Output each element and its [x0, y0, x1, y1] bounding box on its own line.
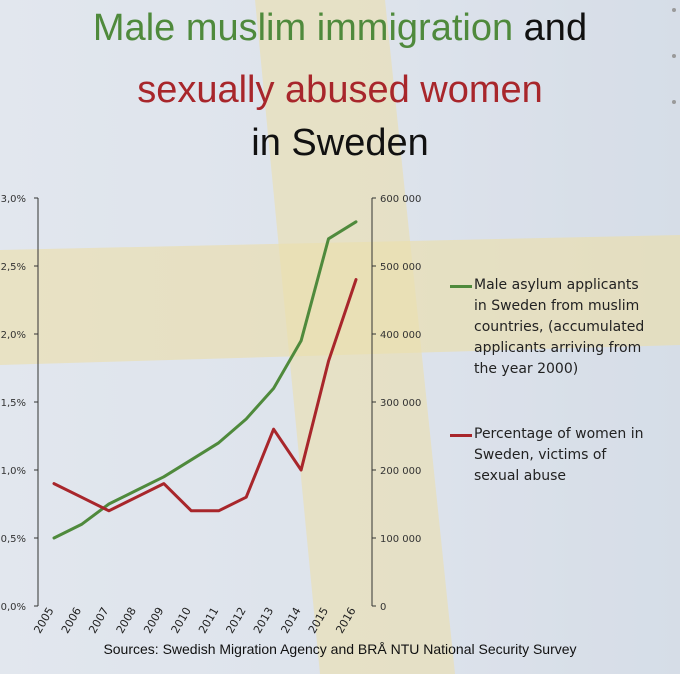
- x-tick-label: 2008: [114, 605, 139, 636]
- right-tick-label: 600 000: [380, 194, 421, 205]
- title-line-2: sexually abused women: [137, 69, 543, 111]
- right-tick-label: 0: [380, 602, 386, 613]
- title-and-text: and: [523, 7, 588, 49]
- legend-swatch-green: [450, 285, 472, 288]
- legend-label-green: Male asylum applicants in Sweden from mu…: [474, 277, 645, 377]
- series-line-red: [52, 278, 358, 513]
- more-options-icon[interactable]: [672, 8, 676, 104]
- legend-item-red: Percentage of women in Sweden, victims o…: [450, 424, 660, 494]
- right-tick-label: 300 000: [380, 398, 421, 409]
- title-line-1: Male muslim immigration and: [0, 6, 680, 50]
- legend-swatch-red: [450, 434, 472, 437]
- legend-item-green: Male asylum applicants in Sweden from mu…: [450, 275, 660, 385]
- source-note: Sources: Swedish Migration Agency and BR…: [103, 641, 577, 657]
- left-tick-label: 3,0%: [1, 194, 26, 205]
- legend-label-red: Percentage of women in Sweden, victims o…: [474, 426, 644, 484]
- x-tick-label: 2007: [86, 605, 111, 636]
- x-tick-label: 2014: [278, 605, 303, 636]
- title-line-3: in Sweden: [251, 122, 429, 164]
- x-tick-label: 2013: [251, 605, 276, 636]
- right-tick-label: 500 000: [380, 262, 421, 273]
- x-tick-label: 2006: [59, 605, 84, 636]
- left-tick-label: 1,0%: [1, 466, 26, 477]
- right-tick-label: 400 000: [380, 330, 421, 341]
- x-tick-label: 2016: [333, 605, 358, 636]
- x-tick-label: 2010: [169, 605, 194, 636]
- title-green-text: Male muslim immigration: [92, 7, 514, 49]
- left-tick-label: 0,5%: [1, 534, 26, 545]
- series-line-green: [52, 220, 358, 540]
- left-tick-label: 1,5%: [1, 398, 26, 409]
- right-tick-label: 100 000: [380, 534, 421, 545]
- x-tick-label: 2012: [224, 605, 249, 636]
- right-tick-label: 200 000: [380, 466, 421, 477]
- x-tick-label: 2009: [141, 605, 166, 636]
- left-tick-label: 0,0%: [1, 602, 26, 613]
- x-tick-label: 2015: [306, 605, 331, 636]
- left-tick-label: 2,0%: [1, 330, 26, 341]
- x-tick-label: 2011: [196, 605, 221, 636]
- x-tick-label: 2005: [31, 605, 56, 636]
- left-tick-label: 2,5%: [1, 262, 26, 273]
